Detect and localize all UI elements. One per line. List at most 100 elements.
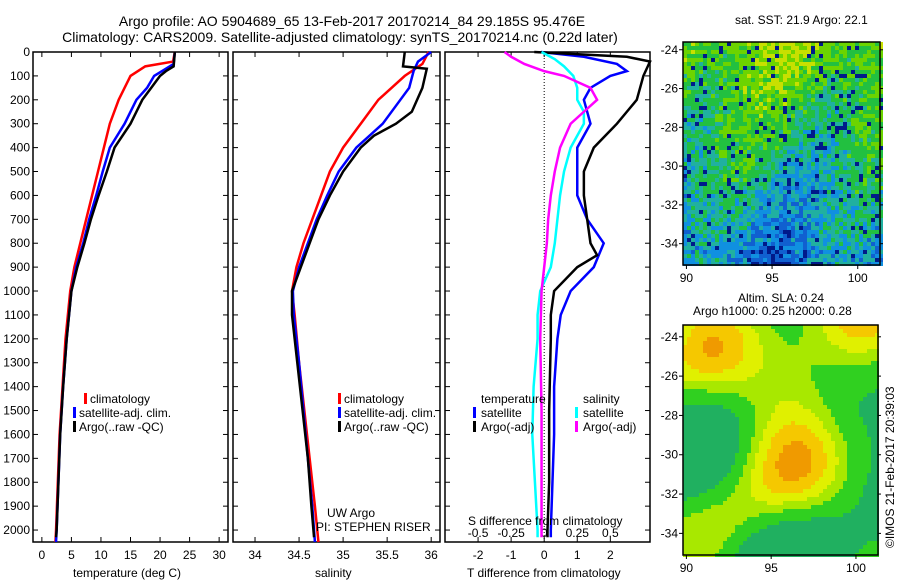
map-cell bbox=[859, 194, 863, 198]
map-cell bbox=[687, 186, 691, 190]
map-cell bbox=[859, 238, 863, 242]
map-cell bbox=[747, 178, 751, 182]
map-cell bbox=[719, 389, 723, 393]
map-cell bbox=[735, 154, 739, 158]
map-cell bbox=[747, 162, 751, 166]
map-cell bbox=[783, 345, 787, 349]
map-cell bbox=[779, 126, 783, 130]
map-cell bbox=[835, 258, 839, 262]
map-cell bbox=[755, 162, 759, 166]
map-cell bbox=[815, 381, 819, 385]
map-cell bbox=[735, 425, 739, 429]
map-cell bbox=[695, 226, 699, 230]
map-cell bbox=[803, 373, 807, 377]
map-cell bbox=[735, 369, 739, 373]
map-cell bbox=[691, 453, 695, 457]
map-cell bbox=[747, 357, 751, 361]
map-cell bbox=[763, 118, 767, 122]
map-cell bbox=[863, 242, 867, 246]
y-tick-label: 500 bbox=[10, 165, 30, 179]
map-cell bbox=[715, 98, 719, 102]
map-cell bbox=[703, 465, 707, 469]
map-cell bbox=[799, 158, 803, 162]
map-cell bbox=[799, 166, 803, 170]
map-cell bbox=[711, 477, 715, 481]
map-cell bbox=[819, 246, 823, 250]
map-cell bbox=[795, 158, 799, 162]
map-cell bbox=[807, 353, 811, 357]
map-cell bbox=[875, 82, 879, 86]
map-cell bbox=[767, 393, 771, 397]
map-cell bbox=[703, 134, 707, 138]
map-cell bbox=[851, 130, 855, 134]
map-cell bbox=[787, 186, 791, 190]
map-cell bbox=[751, 206, 755, 210]
map-cell bbox=[819, 178, 823, 182]
map-cell bbox=[855, 114, 859, 118]
map-cell bbox=[819, 345, 823, 349]
map-cell bbox=[851, 174, 855, 178]
map-cell bbox=[715, 389, 719, 393]
y-tick-label: -28 bbox=[661, 120, 679, 134]
map-cell bbox=[783, 349, 787, 353]
map-cell bbox=[779, 106, 783, 110]
map-cell bbox=[743, 250, 747, 254]
map-cell bbox=[819, 333, 823, 337]
map-cell bbox=[867, 393, 871, 397]
map-cell bbox=[699, 405, 703, 409]
map-cell bbox=[803, 473, 807, 477]
map-cell bbox=[791, 86, 795, 90]
map-cell bbox=[763, 433, 767, 437]
map-cell bbox=[823, 258, 827, 262]
map-cell bbox=[743, 166, 747, 170]
map-cell bbox=[863, 477, 867, 481]
map-cell bbox=[871, 206, 875, 210]
map-cell bbox=[847, 54, 851, 58]
y-tick-label: 300 bbox=[10, 117, 30, 131]
map-cell bbox=[767, 329, 771, 333]
map-cell bbox=[791, 417, 795, 421]
map-cell bbox=[783, 86, 787, 90]
map-cell bbox=[695, 425, 699, 429]
map-cell bbox=[799, 94, 803, 98]
map-cell bbox=[803, 138, 807, 142]
map-cell bbox=[759, 206, 763, 210]
map-cell bbox=[687, 86, 691, 90]
map-cell bbox=[775, 357, 779, 361]
map-cell bbox=[863, 357, 867, 361]
map-cell bbox=[751, 70, 755, 74]
map-cell bbox=[859, 54, 863, 58]
map-cell bbox=[823, 333, 827, 337]
map-cell bbox=[767, 174, 771, 178]
map-cell bbox=[731, 82, 735, 86]
map-cell bbox=[799, 258, 803, 262]
map-cell bbox=[715, 214, 719, 218]
map-cell bbox=[751, 353, 755, 357]
map-cell bbox=[779, 401, 783, 405]
map-cell bbox=[823, 90, 827, 94]
map-cell bbox=[787, 333, 791, 337]
map-cell bbox=[843, 333, 847, 337]
map-cell bbox=[847, 413, 851, 417]
map-cell bbox=[711, 329, 715, 333]
map-cell bbox=[819, 162, 823, 166]
map-cell bbox=[831, 54, 835, 58]
map-cell bbox=[687, 381, 691, 385]
map-cell bbox=[791, 337, 795, 341]
map-cell bbox=[775, 437, 779, 441]
map-cell bbox=[787, 357, 791, 361]
map-cell bbox=[775, 142, 779, 146]
map-cell bbox=[863, 401, 867, 405]
map-cell bbox=[831, 437, 835, 441]
map-cell bbox=[779, 174, 783, 178]
map-cell bbox=[787, 118, 791, 122]
map-cell bbox=[831, 433, 835, 437]
map-cell bbox=[835, 102, 839, 106]
map-cell bbox=[771, 182, 775, 186]
map-cell bbox=[799, 234, 803, 238]
map-cell bbox=[723, 134, 727, 138]
map-cell bbox=[739, 186, 743, 190]
map-cell bbox=[715, 417, 719, 421]
map-cell bbox=[767, 138, 771, 142]
map-cell bbox=[751, 106, 755, 110]
